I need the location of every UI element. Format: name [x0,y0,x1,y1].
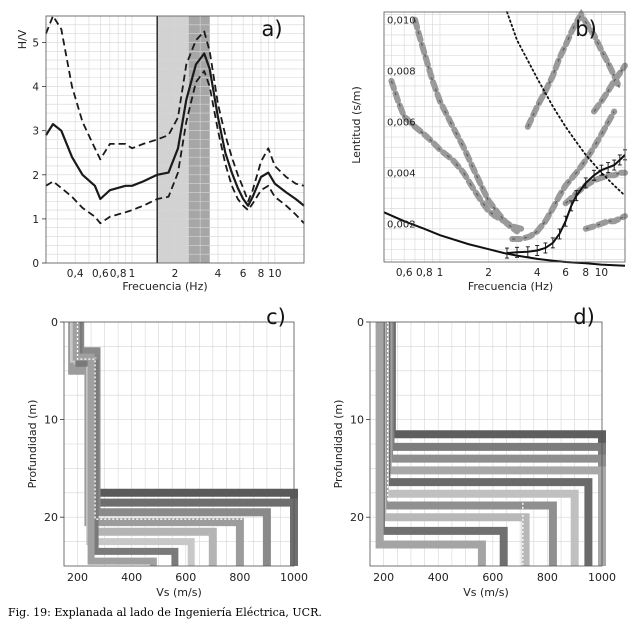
y-tick-label: 0 [51,316,58,329]
y-tick-label: 20 [350,511,364,524]
x-tick-label: 1000 [280,571,308,584]
x-tick-label: 0,8 [110,268,127,280]
y-tick-label: 0,006 [387,118,416,129]
x-tick-label: 10 [595,267,608,279]
energy-patch [591,62,628,115]
x-axis-title: Frecuencia (Hz) [468,280,553,293]
x-axis-title: Vs (m/s) [463,586,509,599]
x-tick-label: 1 [437,267,444,279]
x-tick-label: 8 [258,268,265,280]
x-tick-label: 0,6 [396,267,413,279]
plot-frame [369,321,603,567]
x-tick-label: 1 [129,268,136,280]
x-axis-title: Vs (m/s) [156,586,202,599]
x-tick-label: 1000 [588,571,616,584]
y-tick-label: 0 [357,316,364,329]
y-tick-label: 1 [32,214,39,226]
x-tick-label: 0,4 [67,268,84,280]
x-tick-label: 0,6 [92,268,109,280]
x-tick-label: 4 [215,268,222,280]
y-tick-label: 2 [32,170,39,182]
y-tick-label: 0,008 [387,67,416,78]
aliasing-limit-curve [383,211,626,267]
y-tick-label: 10 [350,414,364,427]
y-axis-title: Profundidad (m) [26,400,39,489]
energy-patch [509,108,618,242]
y-tick-label: 0,010 [387,16,416,27]
hv-std-dashed-line [45,15,305,203]
x-tick-label: 400 [428,571,449,584]
y-axis-title: Profundidad (m) [332,400,345,489]
x-tick-label: 2 [485,267,492,279]
x-tick-label: 200 [67,571,88,584]
plot-frame [383,11,626,263]
plot-frame [45,15,305,264]
vs-profile-step [375,322,486,566]
y-tick-label: 3 [32,126,39,138]
y-tick-label: 10 [44,414,58,427]
vs-profile-step [72,322,157,566]
y-tick-label: 0,002 [387,220,416,231]
y-tick-label: 0,004 [387,169,416,180]
panel-label: c) [266,305,286,329]
panel-b-dispersion-chart: 0,6 0,8 1 2 4 6 8 10 0,002 0,004 0,006 0,008 0,010 Fr… [350,8,628,293]
energy-patch-contour [565,172,625,204]
hv-mean-line [45,52,305,207]
x-tick-label: 400 [121,571,142,584]
panel-label: b) [575,17,597,41]
x-axis-title: Frecuencia (Hz) [122,280,207,293]
x-tick-label: 6 [562,267,569,279]
panel-label: a) [261,17,282,41]
x-tick-label: 600 [175,571,196,584]
x-tick-label: 2 [172,268,179,280]
x-tick-label: 800 [229,571,250,584]
resolution-limit-curve [506,11,626,197]
y-tick-label: 5 [32,37,39,49]
energy-patch [524,8,623,130]
x-tick-label: 0,8 [416,267,433,279]
figure-caption: Fig. 19: Explanada al lado de Ingeniería… [8,606,322,619]
energy-patch [582,213,628,232]
y-tick-label: 0 [32,258,39,270]
x-tick-label: 4 [534,267,541,279]
energy-patch [412,16,520,235]
x-tick-label: 8 [582,267,589,279]
plot-frame [63,321,295,567]
y-tick-label: 20 [44,511,58,524]
panel-d-velocity-profile-chart: 200 400 600 800 1000 0 10 20 Vs (m/s) Profundidad… [332,305,616,599]
panel-c-velocity-profile-chart: 200 400 600 800 1000 0 10 20 Vs (m/s) Profundidad… [26,305,308,599]
x-tick-label: 800 [537,571,558,584]
x-tick-label: 6 [240,268,247,280]
best-fit-profile [387,322,524,566]
y-axis-title: H/V [16,29,29,49]
panel-label: d) [573,305,595,329]
x-tick-label: 600 [482,571,503,584]
y-axis-title: Lentitud (s/m) [350,86,363,164]
x-tick-label: 200 [373,571,394,584]
y-tick-label: 4 [32,82,39,94]
x-tick-label: 10 [268,268,281,280]
